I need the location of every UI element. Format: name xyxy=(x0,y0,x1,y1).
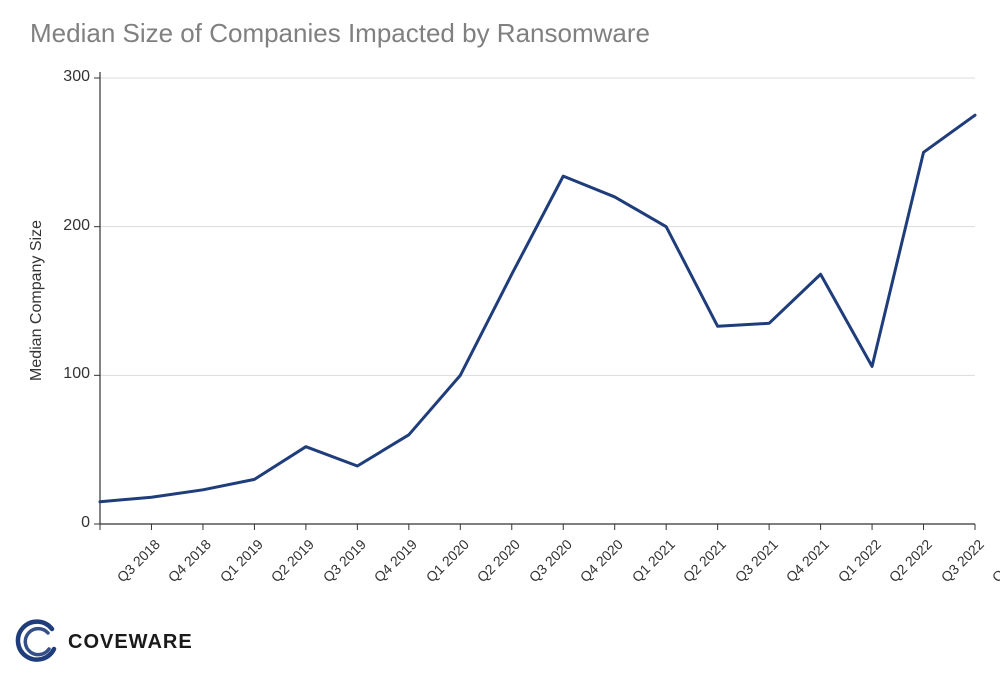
y-tick-label: 100 xyxy=(54,365,90,383)
brand-logo: COVEWARE xyxy=(14,619,193,665)
y-tick-label: 0 xyxy=(54,514,90,532)
y-axis-label: Median Company Size xyxy=(28,220,46,381)
brand-name: COVEWARE xyxy=(68,631,193,654)
chart-plot xyxy=(0,0,1000,620)
coveware-logo-icon xyxy=(14,619,60,665)
y-tick-label: 300 xyxy=(54,68,90,86)
y-tick-label: 200 xyxy=(54,217,90,235)
